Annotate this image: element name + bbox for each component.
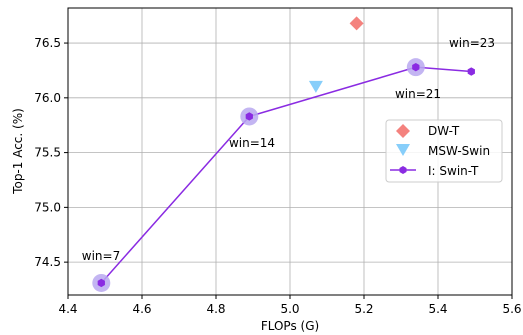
data-point-i-swin-t — [412, 62, 420, 72]
annotation-label: win=21 — [395, 87, 441, 101]
legend: DW-T MSW-Swin I: Swin-T — [385, 119, 503, 183]
legend-label-swin-t: I: Swin-T — [428, 164, 479, 178]
legend-box — [385, 119, 503, 183]
legend-marker-msw-swin — [396, 144, 410, 156]
ticks: 4.4 4.6 4.8 5.0 5.2 5.4 5.6 74.5 75.0 75.5 76.0 76.… — [34, 36, 521, 316]
annotation-label: win=7 — [82, 249, 120, 263]
data-point-i-swin-t — [245, 112, 253, 121]
y-axis-label: Top-1 Acc. (%) — [11, 108, 25, 195]
x-tick-label: 5.0 — [280, 302, 299, 316]
x-tick-label: 5.4 — [428, 302, 447, 316]
annotation-label: win=23 — [449, 36, 495, 50]
x-tick-label: 4.8 — [206, 302, 225, 316]
x-tick-label: 4.4 — [58, 302, 77, 316]
data-point-i-swin-t — [467, 67, 475, 76]
data-point-msw-swin — [308, 80, 323, 93]
y-tick-label: 75.0 — [34, 200, 61, 214]
x-tick-label: 5.2 — [354, 302, 373, 316]
y-tick-label: 76.0 — [34, 91, 61, 105]
legend-marker-swin-t — [399, 166, 407, 174]
data-point-i-swin-t — [97, 278, 105, 288]
y-tick-label: 75.5 — [34, 146, 61, 160]
x-tick-label: 5.6 — [502, 302, 521, 316]
legend-marker-dw-t — [396, 124, 410, 138]
x-tick-label: 4.6 — [132, 302, 151, 316]
data-point-dw-t — [349, 16, 364, 31]
annotations: win=7 win=14 win=21 win=23 — [82, 36, 495, 263]
x-axis-label: FLOPs (G) — [261, 319, 319, 333]
legend-label-msw-swin: MSW-Swin — [428, 144, 490, 158]
y-tick-label: 74.5 — [34, 255, 61, 269]
legend-label-dw-t: DW-T — [428, 124, 460, 138]
series-line-i-swin-t — [100, 66, 472, 284]
annotation-label: win=14 — [229, 136, 275, 150]
series-layer — [92, 16, 475, 292]
y-tick-label: 76.5 — [34, 36, 61, 50]
